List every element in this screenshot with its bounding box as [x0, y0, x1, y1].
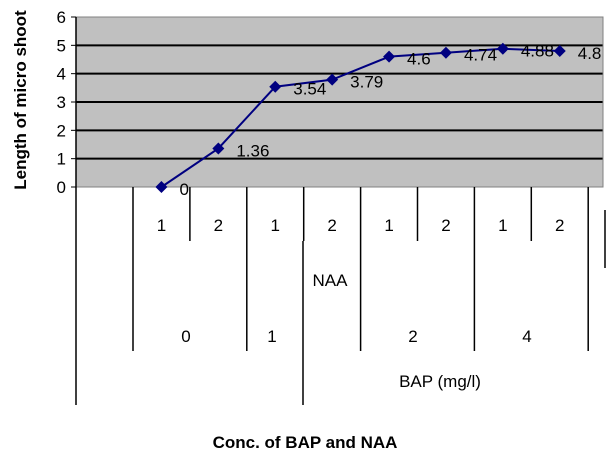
y-tick-label: 3	[57, 93, 66, 112]
bap-tick-label: 0	[181, 327, 190, 346]
naa-tick-label: 2	[214, 216, 223, 235]
data-label: 3.79	[350, 73, 383, 92]
data-label: 0	[179, 180, 188, 199]
data-label: 3.54	[293, 80, 326, 99]
naa-group-label: NAA	[313, 271, 349, 290]
series-line	[160, 47, 560, 188]
bap-tick-label: 1	[267, 327, 276, 346]
y-axis-ticks: 0 1 2 3 4 5 6	[57, 8, 76, 197]
data-label: 4.88	[521, 42, 554, 61]
data-point	[553, 45, 566, 57]
naa-tick-label: 1	[384, 216, 393, 235]
y-tick-label: 0	[57, 178, 66, 197]
gridlines	[76, 44, 603, 160]
bap-tick-label: 2	[408, 327, 417, 346]
bap-labels: 0 1 2 4	[181, 327, 531, 346]
data-label: 4.8	[578, 44, 602, 63]
data-point	[439, 46, 452, 59]
data-point	[326, 73, 339, 86]
naa-tick-label: 1	[271, 216, 280, 235]
x-axis-title: Conc. of BAP and NAA	[213, 433, 398, 452]
y-tick-label: 4	[57, 65, 66, 84]
data-label: 1.36	[236, 141, 269, 160]
category-table	[132, 187, 606, 405]
data-point	[496, 42, 509, 55]
naa-tick-label: 2	[441, 216, 450, 235]
naa-tick-label: 2	[555, 216, 564, 235]
naa-labels: 1 2 1 2 1 2 1 2	[157, 216, 565, 235]
data-point	[212, 142, 225, 155]
data-point	[269, 80, 282, 93]
bap-tick-label: 4	[522, 327, 531, 346]
y-tick-label: 1	[57, 150, 66, 169]
naa-tick-label: 1	[498, 216, 507, 235]
bap-group-label: BAP (mg/l)	[399, 372, 481, 391]
data-label: 4.6	[407, 50, 431, 69]
series-markers	[155, 42, 566, 193]
naa-tick-label: 2	[327, 216, 336, 235]
y-tick-label: 6	[57, 8, 66, 27]
data-point	[155, 181, 168, 193]
y-axis-title: Length of micro shoot	[11, 10, 30, 190]
data-label: 4.74	[464, 46, 497, 65]
y-tick-label: 2	[57, 121, 66, 140]
y-tick-label: 5	[57, 36, 66, 55]
data-labels: 0 1.36 3.54 3.79 4.6 4.74 4.88 4.8	[179, 42, 601, 199]
data-point	[383, 50, 396, 63]
naa-tick-label: 1	[157, 216, 166, 235]
